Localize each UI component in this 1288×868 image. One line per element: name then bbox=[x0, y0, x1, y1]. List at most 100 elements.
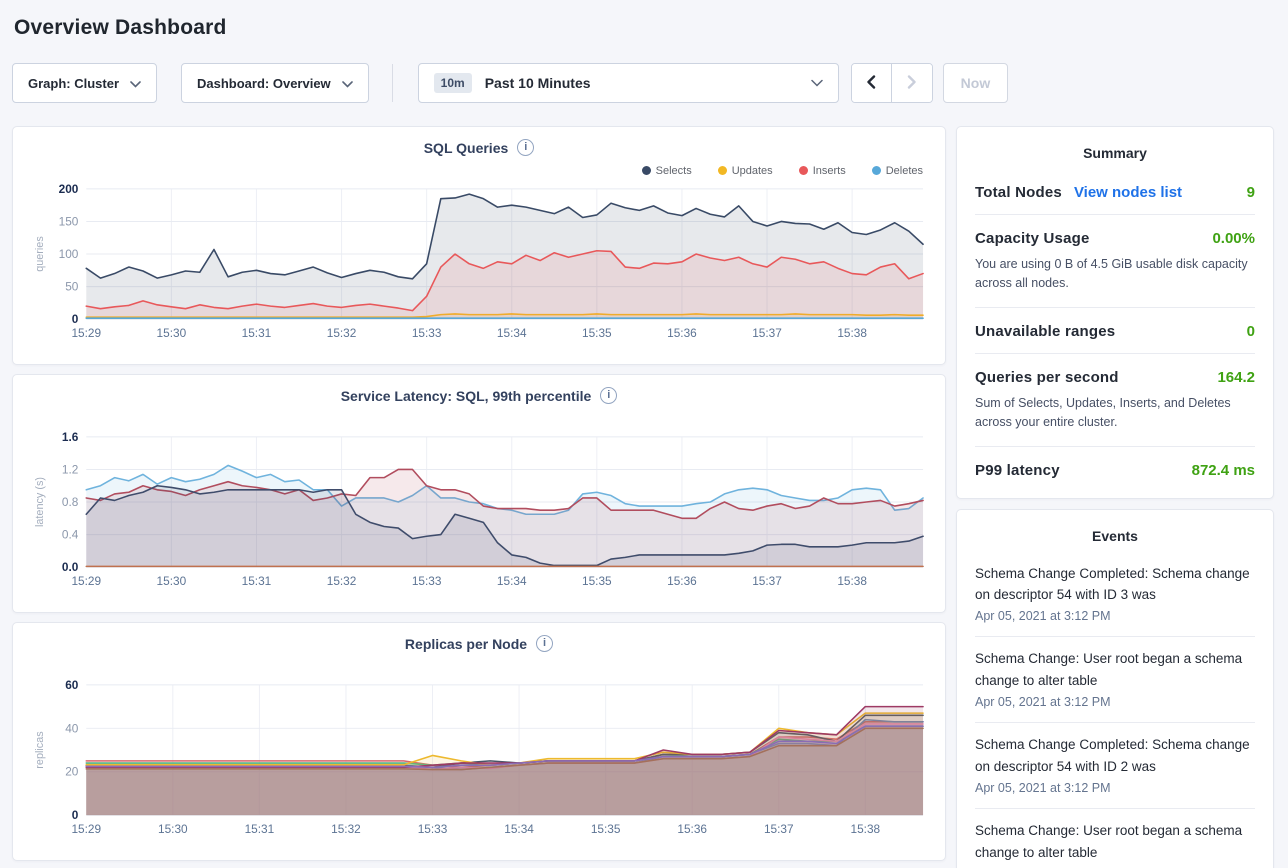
svg-text:15:38: 15:38 bbox=[837, 574, 867, 588]
time-range-select[interactable]: 10m Past 10 Minutes bbox=[417, 63, 839, 103]
legend-item[interactable]: Deletes bbox=[871, 163, 923, 178]
summary-value: 9 bbox=[1246, 184, 1255, 201]
replicas-per-node-chart-panel: Replicas per Node i 15:29 15:30 15:31 15:32… bbox=[12, 622, 946, 861]
chart-canvas[interactable]: 15:29 15:30 15:31 15:32 15:33 15:34 15:35 15:36… bbox=[29, 429, 929, 591]
event-item: Schema Change: User root began a schema … bbox=[975, 809, 1255, 868]
svg-text:15:31: 15:31 bbox=[245, 822, 275, 836]
svg-text:15:34: 15:34 bbox=[497, 326, 527, 340]
dashboard-dropdown-label: Dashboard: Overview bbox=[197, 75, 331, 91]
toolbar: Graph: Cluster Dashboard: Overview 10m P… bbox=[12, 63, 1274, 103]
legend-dot bbox=[871, 166, 881, 175]
chart-legend bbox=[35, 659, 923, 674]
chart-canvas[interactable]: 15:29 15:30 15:31 15:32 15:33 15:34 15:35 15:36… bbox=[29, 677, 929, 839]
svg-text:15:32: 15:32 bbox=[331, 822, 361, 836]
event-text: Schema Change Completed: Schema change o… bbox=[975, 736, 1250, 774]
chart-title: SQL Queries i bbox=[29, 139, 929, 156]
next-range-button[interactable] bbox=[891, 64, 932, 102]
svg-text:latency (s): latency (s) bbox=[34, 477, 46, 527]
info-icon[interactable]: i bbox=[517, 139, 535, 156]
event-item: Schema Change: User root began a schema … bbox=[975, 637, 1255, 723]
legend-item[interactable]: Selects bbox=[641, 163, 692, 178]
svg-text:15:36: 15:36 bbox=[667, 574, 697, 588]
summary-row: P99 latency 872.4 ms bbox=[975, 447, 1255, 492]
svg-text:15:33: 15:33 bbox=[412, 574, 442, 588]
legend-label: Selects bbox=[655, 164, 692, 177]
svg-text:20: 20 bbox=[65, 765, 79, 779]
legend-item[interactable]: Inserts bbox=[798, 163, 846, 178]
time-range-badge: 10m bbox=[433, 73, 472, 93]
svg-text:15:30: 15:30 bbox=[158, 822, 188, 836]
svg-text:15:37: 15:37 bbox=[764, 822, 794, 836]
svg-text:15:34: 15:34 bbox=[504, 822, 534, 836]
svg-text:15:32: 15:32 bbox=[327, 326, 357, 340]
svg-text:60: 60 bbox=[65, 678, 79, 692]
summary-rows: Total Nodes View nodes list 9 Capacity Usag… bbox=[975, 169, 1255, 492]
summary-value: 0.00% bbox=[1212, 230, 1255, 247]
chevron-left-icon bbox=[866, 74, 876, 92]
charts-column: SQL Queries i Selects Updates Inserts Delet… bbox=[12, 126, 946, 861]
svg-text:15:31: 15:31 bbox=[242, 326, 272, 340]
event-text: Schema Change: User root began a schema … bbox=[975, 651, 1243, 689]
svg-text:15:37: 15:37 bbox=[752, 326, 782, 340]
view-nodes-link[interactable]: View nodes list bbox=[1073, 184, 1183, 201]
events-panel: Events Schema Change Completed: Schema c… bbox=[956, 508, 1274, 868]
svg-text:0.4: 0.4 bbox=[62, 528, 79, 542]
event-timestamp: Apr 05, 2021 at 3:12 PM bbox=[975, 780, 1111, 795]
summary-label: Capacity Usage bbox=[975, 230, 1090, 247]
summary-value: 872.4 ms bbox=[1191, 461, 1255, 479]
now-button[interactable]: Now bbox=[942, 63, 1009, 103]
toolbar-divider bbox=[391, 64, 393, 102]
time-range-label: Past 10 Minutes bbox=[484, 75, 591, 91]
graph-dropdown[interactable]: Graph: Cluster bbox=[12, 63, 158, 103]
event-text: Schema Change: User root began a schema … bbox=[975, 822, 1243, 860]
events-title: Events bbox=[1092, 527, 1138, 544]
info-icon[interactable]: i bbox=[600, 387, 618, 404]
service-latency-chart-panel: Service Latency: SQL, 99th percentile i … bbox=[12, 374, 946, 613]
event-timestamp: Apr 05, 2021 at 3:12 PM bbox=[975, 694, 1111, 709]
svg-text:15:35: 15:35 bbox=[582, 326, 612, 340]
event-item: Schema Change Completed: Schema change o… bbox=[975, 723, 1255, 809]
dashboard-body: SQL Queries i Selects Updates Inserts Delet… bbox=[12, 126, 1274, 868]
summary-row: Queries per second 164.2 Sum of Selects, U… bbox=[975, 354, 1255, 447]
sql-queries-chart-panel: SQL Queries i Selects Updates Inserts Delet… bbox=[12, 126, 946, 365]
prev-range-button[interactable] bbox=[851, 64, 892, 102]
svg-text:15:30: 15:30 bbox=[157, 326, 187, 340]
graph-dropdown-label: Graph: Cluster bbox=[28, 75, 120, 91]
chart-legend bbox=[35, 411, 923, 426]
events-list: Schema Change Completed: Schema change o… bbox=[975, 552, 1255, 868]
legend-dot bbox=[798, 166, 808, 175]
svg-text:15:36: 15:36 bbox=[677, 822, 707, 836]
summary-description: You are using 0 B of 4.5 GiB usable disk… bbox=[975, 257, 1248, 291]
summary-row: Capacity Usage 0.00% You are using 0 B of … bbox=[975, 215, 1255, 308]
info-icon[interactable]: i bbox=[536, 635, 554, 652]
summary-value: 164.2 bbox=[1217, 368, 1255, 386]
svg-text:50: 50 bbox=[65, 280, 79, 294]
svg-text:15:37: 15:37 bbox=[752, 574, 782, 588]
svg-text:15:31: 15:31 bbox=[242, 574, 272, 588]
sidebar-column: Summary Total Nodes View nodes list 9 Capac… bbox=[956, 126, 1274, 868]
svg-text:150: 150 bbox=[59, 214, 79, 228]
page-title: Overview Dashboard bbox=[14, 16, 227, 39]
chart-title: Replicas per Node i bbox=[29, 635, 929, 652]
legend-label: Updates bbox=[731, 164, 773, 177]
dashboard-dropdown[interactable]: Dashboard: Overview bbox=[181, 63, 369, 103]
legend-label: Inserts bbox=[812, 164, 846, 177]
svg-text:15:33: 15:33 bbox=[418, 822, 448, 836]
chevron-right-icon bbox=[907, 74, 917, 92]
svg-text:15:33: 15:33 bbox=[412, 326, 442, 340]
chevron-down-icon bbox=[341, 76, 353, 91]
summary-description: Sum of Selects, Updates, Inserts, and De… bbox=[975, 395, 1231, 430]
event-item: Schema Change Completed: Schema change o… bbox=[975, 552, 1255, 638]
svg-text:replicas: replicas bbox=[34, 731, 46, 769]
chart-canvas[interactable]: 15:29 15:30 15:31 15:32 15:33 15:34 15:35 15:36… bbox=[29, 181, 929, 343]
svg-text:1.6: 1.6 bbox=[62, 430, 79, 444]
svg-text:15:34: 15:34 bbox=[497, 574, 527, 588]
svg-text:15:29: 15:29 bbox=[71, 326, 101, 340]
svg-text:15:32: 15:32 bbox=[327, 574, 357, 588]
svg-text:0: 0 bbox=[72, 312, 79, 326]
legend-item[interactable]: Updates bbox=[717, 163, 773, 178]
svg-text:0.8: 0.8 bbox=[62, 495, 79, 509]
chevron-down-icon bbox=[130, 76, 141, 91]
chart-title-text: Service Latency: SQL, 99th percentile bbox=[340, 387, 592, 404]
